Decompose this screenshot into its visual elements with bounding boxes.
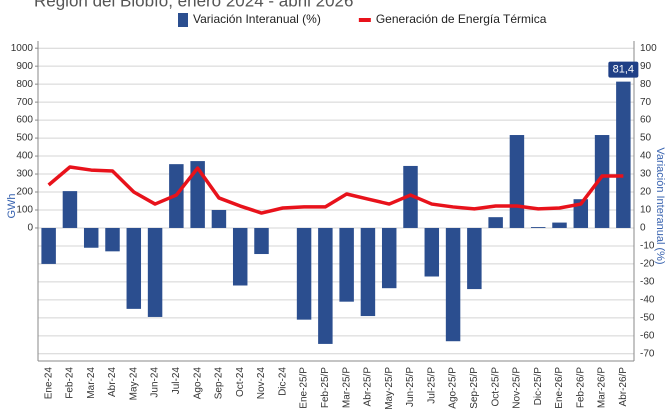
y2-tick-label: 90 (640, 61, 652, 72)
x-tick-label: Dic-24 (277, 367, 288, 396)
y2-tick-label: -10 (640, 241, 655, 252)
x-tick-label: Sep-24 (214, 367, 225, 400)
x-tick-label: Ago-25/P (448, 367, 459, 409)
bar (105, 227, 120, 252)
y-tick-label: 700 (16, 97, 33, 108)
y-tick-label: 200 (16, 187, 33, 198)
value-label-box (608, 61, 639, 78)
x-tick-label: Jun-24 (150, 367, 161, 398)
y-tick-label: 800 (16, 79, 33, 90)
legend-swatch (178, 13, 188, 27)
y-tick-label: 1000 (11, 43, 34, 54)
bar (360, 227, 376, 317)
y2-tick-label: 10 (640, 205, 652, 216)
value-label: 81,4 (613, 64, 634, 76)
bar (467, 227, 482, 290)
bar (509, 135, 525, 228)
bar (83, 227, 99, 248)
y2-tick-label: -50 (640, 312, 655, 323)
chart-title: Región del Biobío, enero 2024 - abril 20… (34, 0, 353, 10)
y-tick-label: 900 (16, 61, 33, 72)
x-tick-label: Nov-25/P (512, 367, 523, 409)
x-tick-label: Sep-25/P (469, 367, 480, 409)
bar (552, 222, 567, 228)
y-tick-label: 600 (16, 115, 33, 126)
y2-tick-label: -70 (640, 348, 655, 359)
y2-tick-label: 60 (640, 115, 652, 126)
y2-tick-label: 70 (640, 97, 652, 108)
line (47, 165, 624, 215)
y2-tick-label: 80 (640, 79, 652, 90)
bar (232, 227, 248, 286)
bar (530, 227, 546, 228)
x-tick-label: Oct-24 (235, 367, 246, 397)
bar (488, 217, 503, 228)
x-tick-label: Jun-25/P (405, 367, 416, 407)
x-tick-label: Mar-24 (86, 367, 97, 399)
bar (126, 227, 142, 309)
legend-label: Variación Interanual (%) (193, 12, 321, 26)
bar (594, 135, 610, 228)
bar (190, 161, 205, 228)
y-tick-label: 500 (16, 133, 33, 144)
bar (424, 227, 440, 277)
x-tick-label: Nov-24 (256, 367, 267, 400)
y-tick-label: 0 (27, 223, 33, 234)
y2-tick-label: -60 (640, 330, 655, 341)
x-tick-label: Ene-24 (43, 367, 54, 400)
bar (339, 227, 354, 302)
x-tick-label: Mar-26/P (597, 367, 608, 408)
bar (616, 81, 631, 228)
y-tick-label: 400 (16, 151, 33, 162)
bar (41, 227, 56, 264)
x-tick-label: Feb-24 (65, 367, 76, 399)
x-tick-label: Ago-24 (192, 367, 203, 400)
x-tick-label: Abr-25/P (363, 367, 374, 407)
y2-tick-label: 20 (640, 187, 652, 198)
x-tick-label: Ene-26/P (554, 367, 565, 409)
y2-tick-label: -40 (640, 295, 655, 306)
bar (296, 227, 312, 320)
bar (211, 209, 227, 228)
y-tick-label: 300 (16, 169, 33, 180)
x-tick-label: May-24 (128, 367, 139, 401)
y2-axis-label: Variación Interanual (%) (654, 147, 666, 264)
y2-tick-label: 100 (640, 43, 657, 54)
x-tick-label: Dic-25/P (533, 367, 544, 406)
x-tick-label: Oct-25/P (490, 367, 501, 407)
bar (147, 227, 163, 317)
y-tick-label: 100 (16, 205, 33, 216)
x-tick-label: Abr-26/P (618, 367, 629, 407)
x-tick-label: Mar-25/P (341, 367, 352, 408)
bar (254, 227, 269, 255)
y2-tick-label: 30 (640, 169, 652, 180)
x-tick-label: Jul-25/P (426, 367, 437, 404)
y2-tick-label: -20 (640, 259, 655, 270)
x-tick-label: Ene-25/P (299, 367, 310, 409)
bar (381, 227, 397, 289)
bar (445, 227, 461, 342)
bar (318, 227, 333, 344)
x-tick-label: Abr-24 (107, 367, 118, 397)
x-tick-label: Feb-26/P (575, 367, 586, 408)
x-tick-label: Feb-25/P (320, 367, 331, 408)
y2-tick-label: 50 (640, 133, 652, 144)
y-axis-label: GWh (6, 193, 18, 218)
bar (62, 191, 78, 228)
y2-tick-label: -30 (640, 277, 655, 288)
y2-tick-label: 0 (640, 223, 646, 234)
x-tick-label: Jul-24 (171, 367, 182, 395)
x-tick-label: May-25/P (384, 367, 395, 410)
y2-tick-label: 40 (640, 151, 652, 162)
legend-label: Generación de Energía Térmica (376, 12, 547, 26)
